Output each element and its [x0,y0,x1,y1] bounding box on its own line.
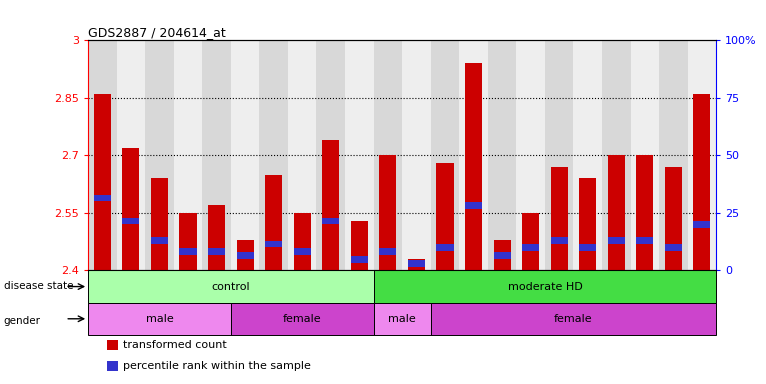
Bar [437,244,453,251]
Bar [379,156,397,270]
Bar [146,40,174,270]
Bar [107,340,118,350]
Bar [630,40,659,270]
Bar [574,40,602,270]
Bar [493,240,511,270]
Bar [408,260,425,266]
Text: control: control [211,281,250,291]
Bar [179,248,197,255]
Bar [579,244,596,251]
Bar [402,40,430,270]
Text: female: female [554,314,593,324]
Bar [460,40,488,270]
Bar [408,259,425,270]
Bar [374,40,402,270]
Bar [437,163,453,270]
Bar [374,303,430,335]
Bar [293,248,311,255]
Bar [322,140,339,270]
Bar [93,195,111,202]
Text: GDS2887 / 204614_at: GDS2887 / 204614_at [88,26,226,39]
Bar [430,303,716,335]
Bar [522,213,539,270]
Bar [551,167,568,270]
Bar [551,237,568,243]
Bar [208,248,225,255]
Bar [693,94,711,270]
Bar [151,237,168,243]
Bar [665,167,682,270]
Bar [123,148,139,270]
Bar [88,40,116,270]
Bar [231,303,374,335]
Bar [665,244,682,251]
Bar [88,270,374,303]
Bar [345,40,374,270]
Bar [237,240,254,270]
Text: transformed count: transformed count [123,340,227,350]
Bar [231,40,260,270]
Bar [659,40,688,270]
Bar [260,40,288,270]
Bar [351,256,368,263]
Bar [637,156,653,270]
Text: male: male [146,314,173,324]
Bar [607,156,625,270]
Text: percentile rank within the sample: percentile rank within the sample [123,361,310,371]
Bar [688,40,716,270]
Bar [488,40,516,270]
Bar [516,40,545,270]
Bar [316,40,345,270]
Bar [116,40,146,270]
Bar [579,179,596,270]
Bar [430,40,460,270]
Bar [179,213,197,270]
Bar [493,252,511,259]
Bar [123,217,139,224]
Bar [607,237,625,243]
Bar [522,244,539,251]
Bar [465,202,482,209]
Bar [265,175,282,270]
Bar [174,40,202,270]
Bar [374,270,716,303]
Bar [693,221,711,228]
Text: gender: gender [4,316,41,326]
Bar [93,94,111,270]
Bar [265,240,282,247]
Bar [237,252,254,259]
Bar [88,303,231,335]
Text: male: male [388,314,416,324]
Bar [288,40,316,270]
Bar [151,179,168,270]
Bar [545,40,574,270]
Bar [379,248,397,255]
Bar [602,40,630,270]
Bar [208,205,225,270]
Text: disease state: disease state [4,281,74,291]
Bar [293,213,311,270]
Bar [637,237,653,243]
Bar [107,361,118,371]
Text: moderate HD: moderate HD [508,281,582,291]
Bar [351,220,368,270]
Bar [322,217,339,224]
Text: female: female [283,314,322,324]
Bar [202,40,231,270]
Bar [465,63,482,270]
